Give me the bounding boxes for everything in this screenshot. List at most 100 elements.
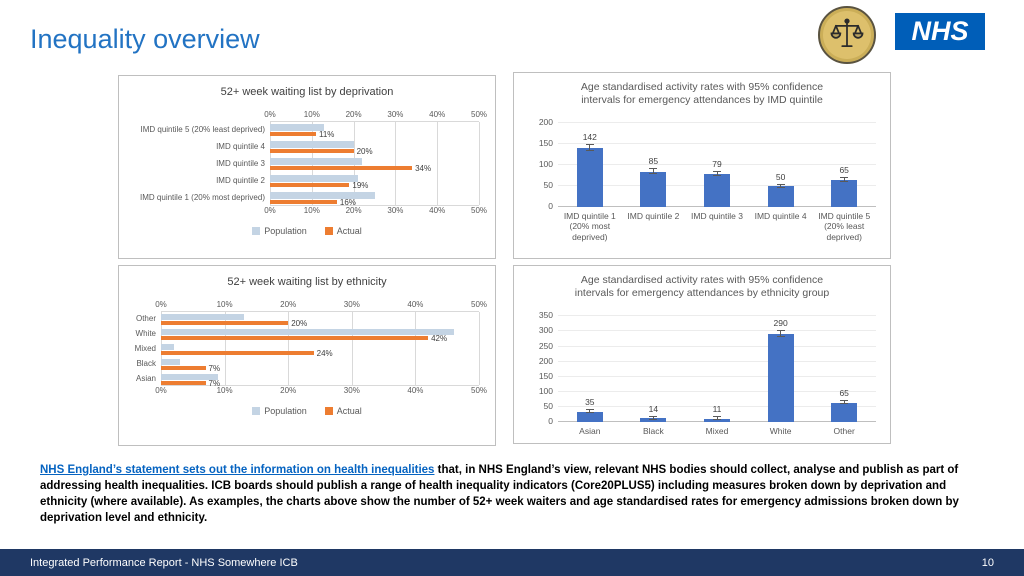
error-bar [716, 417, 718, 421]
population-bar [270, 175, 358, 182]
legend-label: Population [264, 226, 307, 236]
balance-scales-glyph [830, 18, 864, 47]
x-tick-label: 30% [387, 110, 404, 119]
x-tick-label: 0% [264, 206, 276, 215]
category-label: IMD quintile 5 (20% least deprived) [818, 211, 871, 242]
legend-label: Population [264, 406, 307, 416]
error-bar [843, 177, 845, 183]
page-number: 10 [981, 556, 994, 569]
category-label: Black [136, 359, 156, 368]
error-bar [652, 416, 654, 420]
error-bar [843, 401, 845, 405]
bar [831, 179, 858, 208]
legend-swatch [324, 227, 333, 235]
nhs-statement-link[interactable]: NHS England’s statement sets out the inf… [40, 464, 435, 476]
chart-body: 0% 10% 20% 30% 40% 50% Other White Mixed Black Asi… [125, 300, 487, 397]
x-tick-label: 0% [264, 110, 276, 119]
error-cap-top [649, 415, 658, 417]
body-paragraph: NHS England’s statement sets out the inf… [40, 462, 990, 526]
population-bar [161, 374, 219, 380]
legend-swatch [252, 227, 261, 235]
error-bar [589, 410, 591, 414]
bar [640, 418, 667, 423]
value-label: 85 [648, 156, 659, 167]
x-tick-label: 20% [345, 110, 362, 119]
x-tick-label: 0% [155, 300, 167, 309]
population-bar [161, 344, 174, 350]
actual-bar [161, 366, 206, 370]
x-axis-top: 0% 10% 20% 30% 40% 50% [155, 300, 487, 311]
chart-waiting-list-by-deprivation: 52+ week waiting list by deprivation 0% 10… [118, 75, 496, 259]
error-cap-top [649, 168, 658, 170]
y-tick-label: 50 [543, 401, 553, 412]
gridline [479, 312, 480, 385]
category-label: Mixed [705, 426, 729, 437]
axis-spacer [125, 110, 270, 121]
gridline [558, 390, 876, 392]
error-cap-bottom [649, 173, 658, 175]
x-tick-label: 50% [470, 110, 488, 119]
x-tick-label: 10% [303, 206, 320, 215]
actual-bar [161, 351, 314, 355]
gridline [288, 312, 290, 385]
chart-activity-rates-by-ethnicity-group: Age standardised activity rates with 95%… [513, 265, 891, 444]
chart-title: Age standardised activity rates with 95%… [580, 81, 824, 107]
body-paragraph-text: that, in NHS England’s view, relevant NH… [40, 464, 959, 524]
footer-bar: Integrated Performance Report - NHS Some… [0, 549, 1024, 576]
chart-waiting-list-by-ethnicity: 52+ week waiting list by ethnicity 0% 10% 2… [118, 265, 496, 446]
category-labels: IMD quintile 1 (20% most deprived) IMD qu… [558, 211, 876, 242]
data-label: 34% [415, 163, 432, 173]
error-bar [780, 184, 782, 188]
legend-swatch [252, 407, 261, 415]
y-tick-label: 300 [538, 325, 553, 336]
category-label: IMD quintile 2 [216, 176, 265, 185]
gridline [558, 315, 876, 317]
legend: Population Actual [119, 226, 495, 236]
x-axis-bottom: 0% 10% 20% 30% 40% 50% [264, 206, 487, 217]
bar-row: 19% [270, 173, 479, 190]
population-bar [270, 158, 362, 165]
footer-text: Integrated Performance Report - NHS Some… [30, 556, 298, 569]
bar-row: 20% [270, 139, 479, 156]
gridline [558, 122, 876, 124]
x-tick-label: 10% [303, 110, 320, 119]
y-tick-label: 100 [538, 159, 553, 170]
y-tick-label: 150 [538, 370, 553, 381]
y-tick-label: 200 [538, 355, 553, 366]
category-label: IMD quintile 2 [627, 211, 680, 222]
x-tick-label: 10% [216, 300, 233, 309]
actual-bar [270, 183, 350, 187]
category-label: IMD quintile 4 [754, 211, 807, 222]
x-tick-label: 20% [280, 300, 297, 309]
x-tick-label: 30% [343, 386, 360, 395]
error-cap-bottom [713, 175, 721, 177]
y-tick-label: 250 [538, 340, 553, 351]
legend-item: Population [252, 226, 307, 236]
chart-title: 52+ week waiting list by deprivation [220, 86, 394, 98]
value-label: 11 [712, 404, 722, 415]
bar [767, 186, 794, 208]
value-label: 142 [582, 131, 597, 142]
bar-row: 34% [270, 156, 479, 173]
legend-swatch [324, 407, 333, 415]
category-label: Mixed [134, 344, 156, 353]
legend-label: Actual [336, 406, 362, 416]
data-label: 7% [208, 378, 221, 388]
bar-row: 11% [270, 122, 479, 139]
value-label: 290 [773, 318, 788, 329]
y-tick-label: 100 [538, 385, 553, 396]
data-label: 11% [318, 129, 335, 139]
bar-row: 16% [270, 190, 479, 207]
error-bar [716, 171, 718, 177]
x-tick-label: 30% [387, 206, 404, 215]
category-label: Black [642, 426, 664, 437]
value-label: 50 [775, 171, 786, 182]
category-label: White [769, 426, 792, 437]
population-bar [270, 124, 325, 131]
error-cap-top [713, 416, 721, 418]
bar [704, 418, 730, 423]
x-tick-label: 20% [280, 386, 297, 395]
error-bar [780, 331, 782, 338]
bar-row: 24% [161, 342, 479, 358]
population-bar [161, 359, 181, 365]
